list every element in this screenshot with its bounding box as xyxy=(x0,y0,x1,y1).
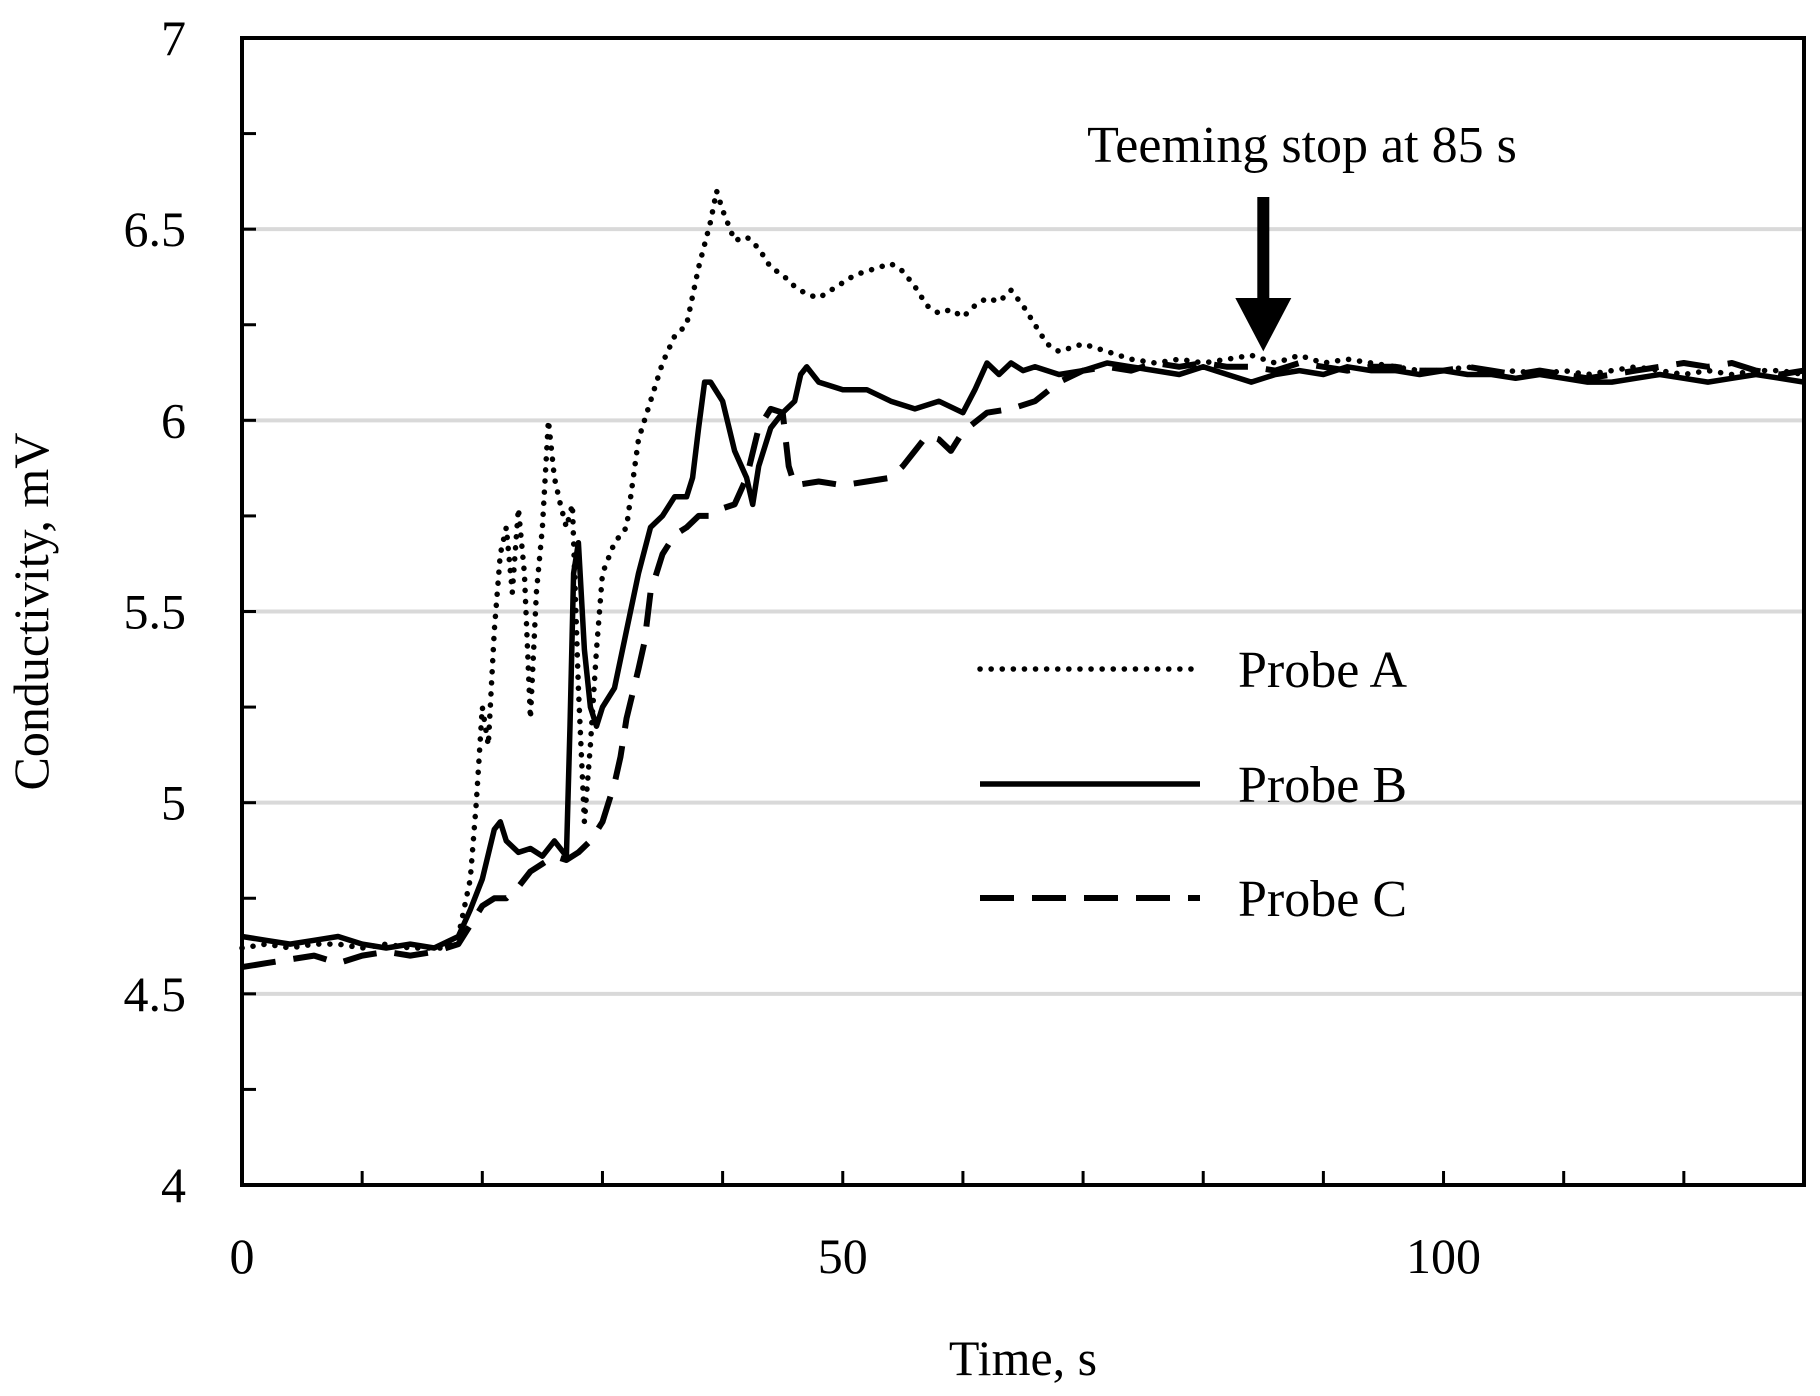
y-tick-label-4: 4 xyxy=(161,1157,186,1213)
y-tick-label-5-5: 5.5 xyxy=(124,584,187,640)
y-tick-label-4-5: 4.5 xyxy=(124,966,187,1022)
arrow-head xyxy=(1235,298,1292,352)
x-tick-label-0: 0 xyxy=(230,1228,255,1284)
legend-label-probe-c: Probe C xyxy=(1238,871,1407,928)
series-line-probe-c xyxy=(241,360,1805,971)
gridlines xyxy=(242,227,1804,996)
y-axis-title: Conductivity, mV xyxy=(3,433,59,791)
tick-labels: 0 50 100 4 4.5 5 5.5 6 6.5 7 xyxy=(124,10,1482,1284)
teeming-stop-arrow-icon xyxy=(1235,197,1292,352)
y-tick-label-5: 5 xyxy=(161,775,186,831)
x-tick-label-50: 50 xyxy=(818,1228,868,1284)
teeming-stop-annotation: Teeming stop at 85 s xyxy=(1087,117,1517,174)
series-line-probe-a xyxy=(239,188,1807,951)
axis-ticks xyxy=(242,132,1686,1185)
y-tick-label-7: 7 xyxy=(161,10,186,66)
series-line-probe-b xyxy=(241,360,1805,951)
legend-label-probe-b: Probe B xyxy=(1238,757,1407,814)
x-tick-label-100: 100 xyxy=(1406,1228,1481,1284)
y-tick-label-6-5: 6.5 xyxy=(124,201,187,257)
series-lines xyxy=(239,188,1807,971)
y-tick-label-6: 6 xyxy=(161,392,186,448)
x-axis-title: Time, s xyxy=(949,1330,1097,1386)
legend-label-probe-a: Probe A xyxy=(1238,642,1407,699)
legend: Probe A Probe B Probe C xyxy=(977,642,1407,928)
